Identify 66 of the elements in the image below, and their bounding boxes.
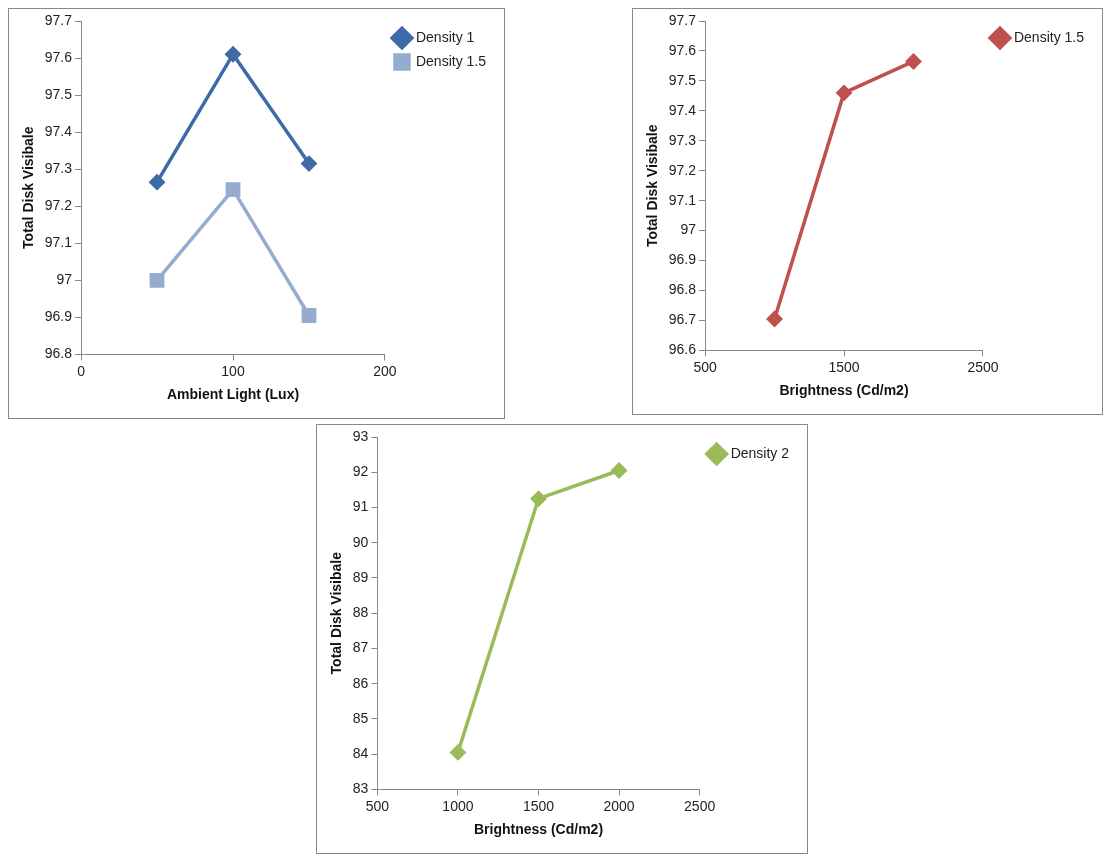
point: [611, 462, 627, 479]
y-tick-label: 96.6: [668, 341, 697, 358]
point: [530, 490, 547, 507]
y-tick-label: 96.9: [668, 251, 697, 268]
y-tick-label: 88: [352, 604, 369, 621]
y-tick-label: 87: [352, 639, 369, 656]
point: [301, 155, 317, 172]
y-tick-label: 97.2: [44, 197, 73, 214]
y-tick-label: 84: [352, 745, 369, 762]
point: [836, 85, 852, 101]
point: [766, 311, 783, 327]
y-tick-label: 97.1: [44, 234, 73, 251]
y-tick-label: 86: [352, 674, 369, 691]
y-tick-label: 90: [352, 533, 369, 550]
y-axis-title: Total Disk Visibale: [20, 126, 37, 249]
y-tick-label: 97.7: [668, 11, 697, 28]
y-tick-label: 97.4: [44, 122, 73, 139]
point: [149, 174, 165, 190]
x-tick-label: 100: [221, 362, 245, 379]
x-tick-label: 500: [693, 358, 717, 375]
legend-label: Density 1.5: [415, 52, 487, 69]
y-tick-label: 96.7: [668, 311, 697, 328]
x-axis-title: Brightness (Cd/m2): [473, 821, 604, 838]
y-tick-label: 97.3: [44, 160, 73, 177]
y-tick-label: 92: [352, 463, 369, 480]
point: [301, 308, 317, 323]
y-axis-title: Total Disk Visibale: [644, 124, 661, 247]
point: [450, 744, 466, 761]
y-tick-label: 96.8: [44, 345, 73, 362]
point: [225, 182, 241, 197]
y-tick-label: 97.3: [668, 131, 697, 148]
y-tick-label: 97.5: [44, 85, 73, 102]
y-tick-label: 97.6: [44, 48, 73, 65]
y-tick-label: 97.7: [44, 11, 73, 28]
x-axis-title: Ambient Light (Lux): [166, 386, 300, 403]
x-tick-label: 0: [77, 362, 86, 379]
y-tick-label: 96.9: [44, 308, 73, 325]
y-tick-label: 97.5: [668, 71, 697, 88]
legend-label: Density 1.5: [1013, 28, 1085, 45]
y-axis-title: Total Disk Visibale: [328, 551, 345, 675]
y-tick-label: 97.2: [668, 161, 697, 178]
y-tick-label: 93: [352, 427, 369, 444]
point: [149, 272, 165, 288]
legend-label: Density 2: [730, 444, 790, 461]
x-tick-label: 1000: [442, 797, 474, 814]
y-tick-label: 91: [352, 498, 369, 515]
x-tick-label: 2500: [684, 797, 716, 814]
point: [225, 46, 241, 63]
y-tick-label: 89: [352, 568, 369, 585]
y-tick-label: 97.1: [668, 191, 697, 208]
y-tick-label: 83: [352, 780, 369, 797]
x-tick-label: 1500: [522, 797, 555, 814]
y-tick-label: 85: [352, 709, 369, 726]
x-tick-label: 500: [365, 797, 390, 814]
y-tick-label: 97: [680, 221, 697, 238]
x-tick-label: 200: [373, 362, 397, 379]
x-axis-title: Brightness (Cd/m2): [779, 382, 909, 399]
x-tick-label: 1500: [828, 358, 860, 375]
legend-label: Density 1: [415, 28, 475, 45]
x-tick-label: 2000: [603, 797, 635, 814]
point: [905, 53, 922, 70]
y-tick-label: 97: [56, 271, 73, 288]
y-tick-label: 97.4: [668, 101, 697, 118]
y-tick-label: 96.8: [668, 281, 697, 298]
y-tick-label: 97.6: [668, 41, 697, 58]
x-tick-label: 2500: [967, 358, 999, 375]
